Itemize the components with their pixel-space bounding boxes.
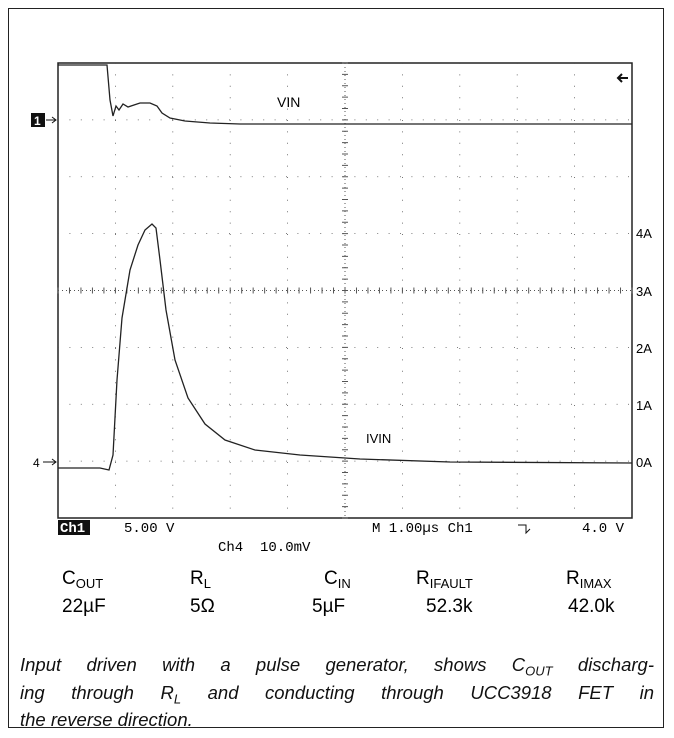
cell-value: 5Ω xyxy=(190,596,215,617)
header-symbol: C xyxy=(62,568,76,589)
caption-line: the reverse direction. xyxy=(20,709,654,731)
header-sub: IN xyxy=(338,576,351,591)
caption-text: discharg- xyxy=(552,654,654,675)
caption-text: and conducting through UCC3918 FET in xyxy=(181,682,654,703)
status-text: 4.0 V xyxy=(582,521,625,537)
ch1-box xyxy=(58,520,90,535)
header-sub: IMAX xyxy=(580,576,612,591)
column-header: RIFAULT xyxy=(416,568,473,591)
scale-label: 4A xyxy=(636,226,652,241)
ivin-trace xyxy=(58,223,633,471)
scale-label: 0A xyxy=(636,455,652,470)
header-sub: OUT xyxy=(76,576,104,591)
column-header: COUT xyxy=(62,568,103,591)
header-symbol: C xyxy=(324,568,338,589)
ch1-marker-box xyxy=(31,113,45,127)
caption-line: ing through RL and conducting through UC… xyxy=(20,682,654,707)
header-symbol: R xyxy=(566,568,580,589)
status-text: Ch1 xyxy=(60,521,85,537)
caption-sub: OUT xyxy=(525,663,553,679)
caption-text: the reverse direction. xyxy=(20,709,193,730)
status-text: M 1.00µs Ch1 xyxy=(372,521,473,537)
vin-trace xyxy=(58,64,632,125)
column-header: CIN xyxy=(324,568,351,591)
status-text: 5.00 V xyxy=(124,521,175,537)
header-symbol: R xyxy=(190,568,204,589)
status-text: Ch4 10.0mV xyxy=(218,540,311,556)
grid xyxy=(57,62,633,519)
figure-frame xyxy=(8,8,664,728)
cell-value: 52.3k xyxy=(426,596,473,617)
header-sub: IFAULT xyxy=(430,576,473,591)
caption-text: Input driven with a pulse generator, sho… xyxy=(20,654,526,675)
cell-value: 42.0k xyxy=(568,596,615,617)
trace-label: VIN xyxy=(277,94,300,110)
arrow xyxy=(43,458,57,466)
channel-marker: 4 xyxy=(33,456,40,470)
trigger-icon xyxy=(518,524,531,535)
cell-value: 5µF xyxy=(312,596,345,617)
caption-sub: L xyxy=(173,691,182,707)
channel-marker: 1 xyxy=(34,114,41,128)
trace-label: IVIN xyxy=(366,431,391,446)
caption-text: ing through R xyxy=(20,682,174,703)
header-symbol: R xyxy=(416,568,430,589)
scale-label: 1A xyxy=(636,398,652,413)
cell-value: 22µF xyxy=(62,596,106,617)
scale-label: 3A xyxy=(636,284,652,299)
header-sub: L xyxy=(204,576,211,591)
scale-label: 2A xyxy=(636,341,652,356)
arrow xyxy=(46,116,57,124)
trigger-arrow xyxy=(616,73,628,83)
column-header: RIMAX xyxy=(566,568,612,591)
column-header: RL xyxy=(190,568,211,591)
caption-line: Input driven with a pulse generator, sho… xyxy=(20,654,654,679)
